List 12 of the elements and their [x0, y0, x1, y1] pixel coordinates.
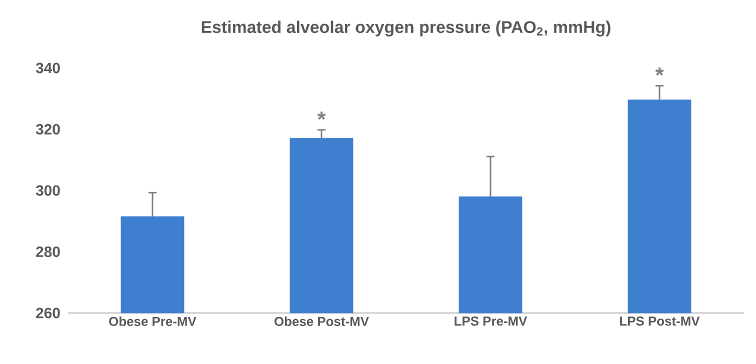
y-tick-label: 300 — [36, 185, 60, 196]
y-tick-label: 340 — [36, 62, 60, 74]
x-tick-label: LPS Pre-MV — [454, 316, 528, 326]
y-tick-label: 320 — [36, 124, 60, 135]
chart-title: Estimated alveolar oxygen pressure (PAO$_{2}$, mmHg) — [202, 20, 610, 37]
x-tick-label: LPS Post-MV — [620, 316, 700, 326]
x-tick-label: Obese Post-MV — [274, 316, 369, 326]
y-tick-label: 280 — [36, 246, 60, 258]
y-tick-label: 260 — [36, 308, 60, 318]
annotation: * — [655, 67, 664, 76]
x-tick-label: Obese Pre-MV — [109, 316, 196, 326]
annotation: * — [317, 112, 326, 120]
